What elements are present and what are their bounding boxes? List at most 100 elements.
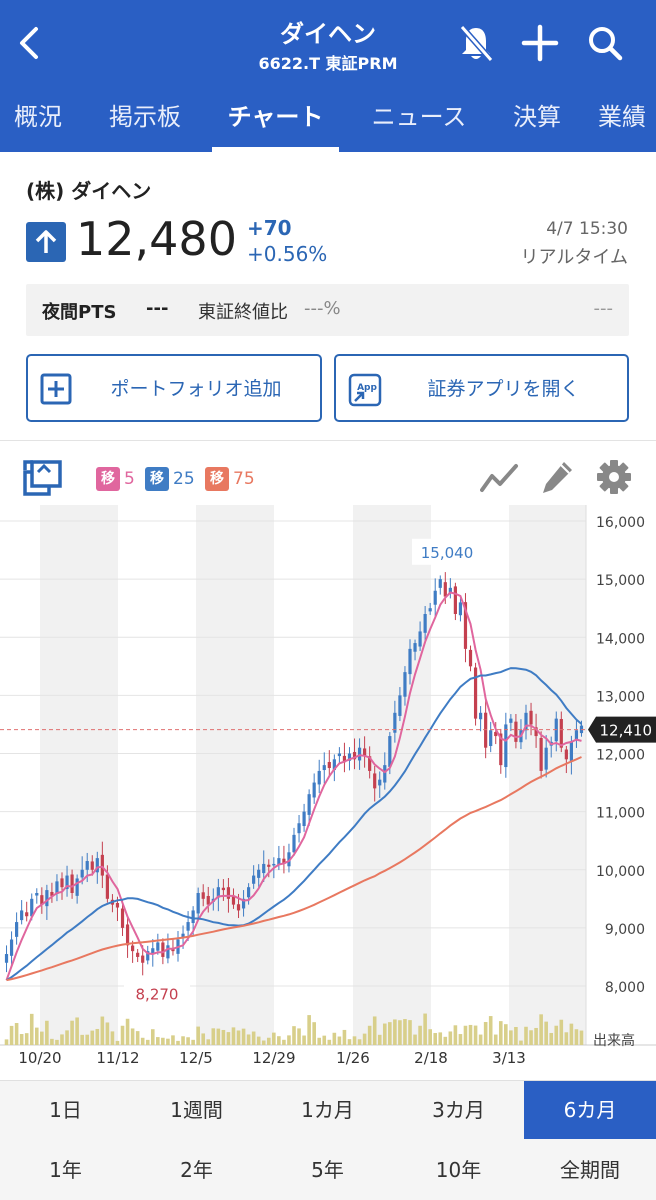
volume-bar (549, 1032, 554, 1045)
period-5y[interactable]: 5年 (311, 1158, 344, 1182)
volume-bar (372, 1016, 377, 1045)
tab-overview[interactable]: 概況 (14, 103, 62, 131)
volume-bar (140, 1037, 145, 1045)
candle-body (544, 747, 548, 770)
chart-layout-button[interactable] (22, 458, 64, 502)
tab-chart[interactable]: チャート (212, 92, 339, 152)
candle-body (509, 718, 513, 723)
volume-bar (256, 1036, 261, 1045)
candle-body (85, 861, 89, 870)
tab-performance[interactable]: 業績 (598, 103, 646, 131)
ma75-badge[interactable]: 移 (205, 467, 229, 491)
volume-bar (150, 1029, 155, 1045)
x-tick-label: 11/12 (96, 1049, 139, 1067)
candle-body (332, 759, 336, 771)
period-1y[interactable]: 1年 (49, 1158, 82, 1182)
candle-body (453, 586, 457, 614)
period-10y[interactable]: 10年 (435, 1158, 482, 1182)
candle-body (171, 948, 175, 952)
period-3m[interactable]: 3カ月 (432, 1098, 485, 1122)
candle-body (282, 858, 286, 864)
chart-band-2 (353, 505, 431, 1045)
volume-bar (29, 1013, 34, 1045)
volume-bar (554, 1025, 559, 1045)
app-icon: App (348, 373, 382, 407)
tab-board[interactable]: 掲示板 (109, 103, 181, 131)
chart-type-button[interactable] (480, 462, 520, 498)
candle-body (292, 834, 296, 853)
candle-body (45, 890, 49, 907)
candle-body (494, 731, 498, 737)
pts-label: 夜間PTS (42, 302, 117, 323)
candle-body (428, 608, 432, 612)
period-1m[interactable]: 1カ月 (301, 1098, 354, 1122)
period-1d[interactable]: 1日 (49, 1098, 82, 1122)
volume-bar (483, 1021, 488, 1045)
stock-chart[interactable]: 12,410 15,040 8,270 16,000 15,000 14,000 13,0… (0, 505, 656, 1080)
candle-body (514, 721, 518, 742)
volume-bar (332, 1032, 337, 1045)
volume-bar (110, 1031, 115, 1045)
volume-bar (347, 1039, 352, 1045)
candle-body (458, 602, 463, 616)
period-selector: 1日 1週間 1カ月 3カ月 6カ月 1年 2年 5年 10年 全期間 (0, 1080, 656, 1200)
volume-bar (34, 1027, 39, 1045)
notification-button[interactable] (452, 18, 500, 68)
search-icon (589, 27, 623, 61)
open-broker-app-button[interactable]: App 証券アプリを開く (334, 354, 629, 422)
candle-body (574, 730, 579, 741)
candle-body (206, 895, 210, 905)
volume-label: 出来高 (593, 1032, 635, 1049)
chart-band-1 (196, 505, 274, 1045)
candle-body (141, 955, 145, 963)
volume-bar (191, 1039, 195, 1045)
candle-body (277, 858, 281, 865)
volume-bar (4, 1039, 9, 1045)
candle-body (327, 762, 331, 769)
volume-bar (493, 1034, 498, 1045)
period-1w[interactable]: 1週間 (170, 1098, 223, 1122)
candle-body (156, 942, 160, 951)
volume-bar (317, 1037, 322, 1045)
add-button[interactable] (516, 18, 564, 68)
volume-bar (166, 1038, 170, 1045)
tse-close-value: ---% (304, 298, 341, 319)
volume-bar (266, 1037, 271, 1045)
candle-body (403, 672, 407, 697)
volume-bar (186, 1037, 190, 1045)
settings-button[interactable] (596, 458, 632, 500)
ma5-line (5, 591, 582, 981)
candle-body (484, 712, 488, 748)
volume-bar (105, 1022, 110, 1045)
volume-bar (393, 1019, 397, 1045)
candle-body (35, 893, 39, 896)
search-button[interactable] (580, 18, 630, 68)
candle-body (75, 878, 79, 896)
candle-body (161, 942, 165, 957)
volume-bar (115, 1040, 120, 1045)
y-tick-label: 11,000 (596, 806, 645, 822)
candle-body (201, 892, 205, 899)
candle-body (236, 904, 241, 911)
ma5-badge[interactable]: 移 (96, 467, 120, 491)
tab-news[interactable]: ニュース (371, 103, 467, 131)
draw-button[interactable] (540, 458, 576, 500)
volume-bar (55, 1039, 59, 1045)
add-portfolio-button[interactable]: ポートフォリオ追加 (26, 354, 322, 422)
volume-bar (307, 1015, 311, 1045)
candle-body (479, 712, 483, 720)
candle-body (463, 602, 468, 649)
tab-earnings[interactable]: 決算 (513, 103, 561, 131)
period-6m[interactable]: 6カ月 (524, 1081, 656, 1139)
volume-bar (564, 1032, 569, 1045)
back-button[interactable] (6, 18, 50, 68)
candle-body (539, 737, 543, 771)
period-all[interactable]: 全期間 (560, 1158, 620, 1182)
volume-bar (65, 1030, 69, 1045)
volume-bar (529, 1030, 533, 1045)
line-chart-icon (480, 464, 518, 492)
period-2y[interactable]: 2年 (180, 1158, 213, 1182)
volume-bar (95, 1028, 100, 1045)
ma25-badge[interactable]: 移 (145, 467, 169, 491)
tab-bar: 概況 掲示板 チャート ニュース 決算 業績 (0, 92, 656, 152)
